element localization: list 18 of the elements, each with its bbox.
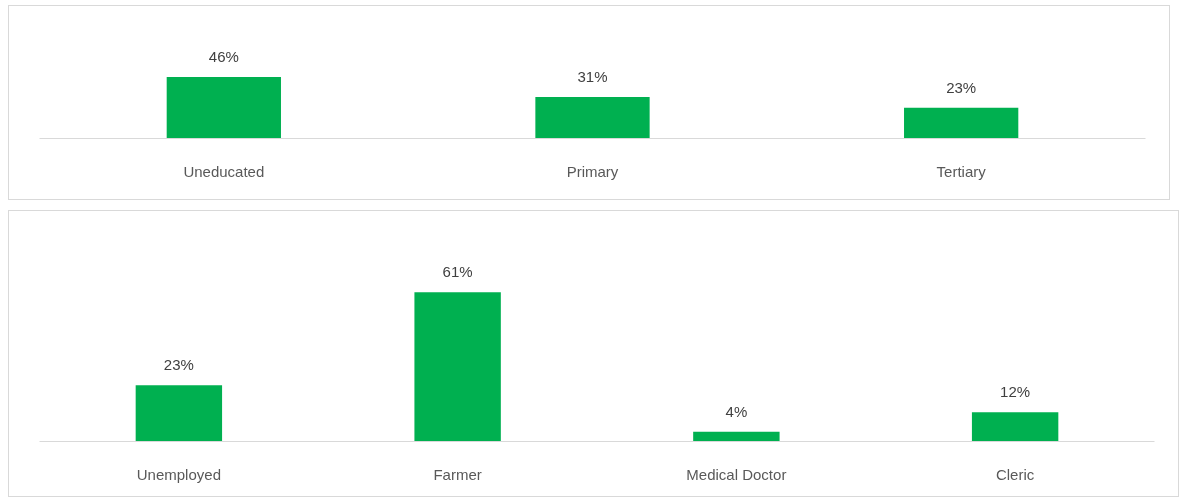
data-label: 12% (1000, 383, 1031, 401)
data-label: 4% (725, 402, 748, 420)
bar (135, 385, 223, 442)
data-label: 46% (208, 47, 239, 65)
data-label: 61% (442, 263, 473, 281)
bar (414, 292, 501, 442)
x-tick-label: Tertiary (936, 162, 987, 180)
x-tick-label: Farmer (433, 465, 482, 483)
x-tick-label: Primary (566, 162, 619, 180)
data-label: 31% (577, 68, 608, 85)
data-label: 23% (163, 356, 194, 374)
x-tick-label: Unemployed (136, 465, 221, 483)
data-label: 23% (946, 78, 977, 96)
x-tick-label: Medical Doctor (686, 465, 787, 483)
bar (971, 412, 1059, 442)
bar (693, 431, 780, 442)
x-tick-label: Cleric (995, 465, 1035, 483)
x-tick-label: Uneducated (183, 162, 265, 180)
